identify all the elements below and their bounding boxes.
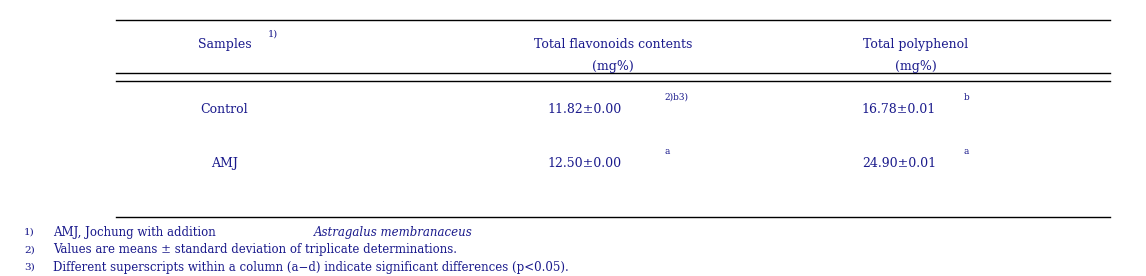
- Text: Values are means ± standard deviation of triplicate determinations.: Values are means ± standard deviation of…: [53, 243, 457, 256]
- Text: Control: Control: [201, 103, 249, 116]
- Text: 2): 2): [24, 245, 36, 254]
- Text: AMJ, Jochung with addition: AMJ, Jochung with addition: [53, 226, 219, 239]
- Text: Astragalus membranaceus: Astragalus membranaceus: [314, 226, 472, 239]
- Text: Samples: Samples: [197, 38, 251, 51]
- Text: Total flavonoids contents: Total flavonoids contents: [534, 38, 692, 51]
- Text: AMJ: AMJ: [211, 157, 237, 170]
- Text: 3): 3): [24, 263, 36, 272]
- Text: 1): 1): [24, 228, 36, 237]
- Text: a: a: [964, 147, 970, 156]
- Text: 24.90±0.01: 24.90±0.01: [862, 157, 936, 170]
- Text: a: a: [665, 147, 669, 156]
- Text: 16.78±0.01: 16.78±0.01: [862, 103, 936, 116]
- Text: 2)b3): 2)b3): [665, 93, 689, 102]
- Text: 11.82±0.00: 11.82±0.00: [548, 103, 621, 116]
- Text: b: b: [964, 93, 970, 102]
- Text: (mg%): (mg%): [895, 60, 936, 73]
- Text: (mg%): (mg%): [592, 60, 634, 73]
- Text: Total polyphenol: Total polyphenol: [863, 38, 968, 51]
- Text: 12.50±0.00: 12.50±0.00: [548, 157, 621, 170]
- Text: Different superscripts within a column (a−d) indicate significant differences (p: Different superscripts within a column (…: [53, 261, 568, 274]
- Text: 1): 1): [268, 29, 277, 38]
